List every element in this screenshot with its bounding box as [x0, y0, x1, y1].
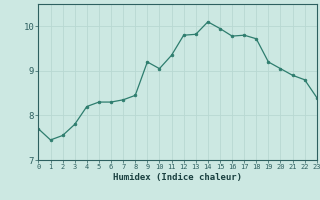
X-axis label: Humidex (Indice chaleur): Humidex (Indice chaleur): [113, 173, 242, 182]
